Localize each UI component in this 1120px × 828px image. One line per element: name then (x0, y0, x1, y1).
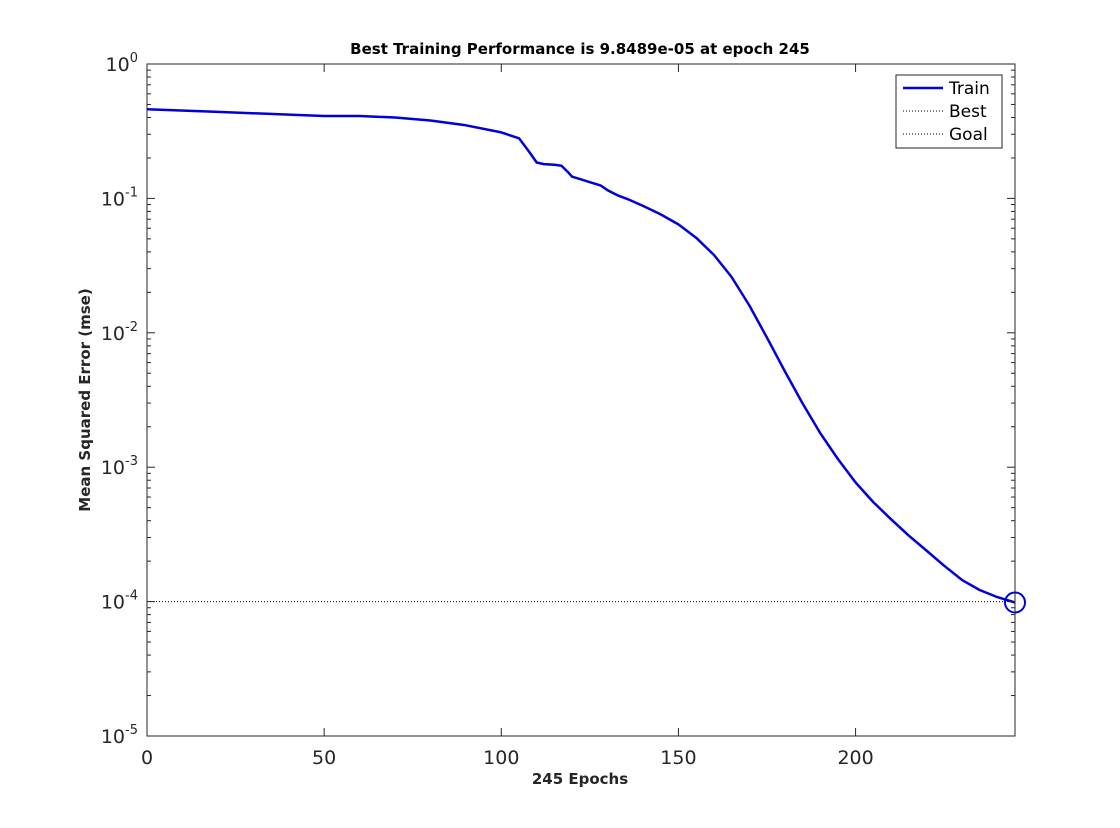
y-tick-exponent: -4 (125, 589, 138, 604)
y-tick-base: 10 (101, 457, 125, 479)
y-tick-label: 10-3 (101, 454, 138, 479)
x-axis-ticks: 0 50 100 150 200 (141, 64, 874, 769)
y-tick-label: 10-4 (101, 589, 138, 614)
plot-axes-box (146, 63, 1016, 737)
x-tick-label: 0 (141, 747, 153, 769)
legend-label-train: Train (948, 79, 990, 99)
x-tick-label: 200 (837, 747, 873, 769)
chart-title: Best Training Performance is 9.8489e-05 … (350, 40, 810, 58)
y-tick-label: 10-5 (101, 723, 138, 748)
y-tick-base: 10 (101, 592, 125, 614)
legend-label-best: Best (949, 102, 987, 122)
x-tick-label: 150 (660, 747, 696, 769)
y-tick-exponent: -5 (125, 723, 138, 738)
series-line-train (146, 108, 1016, 604)
y-tick-base: 10 (106, 54, 130, 76)
x-axis-label: 245 Epochs (532, 770, 628, 788)
y-axis-label: Mean Squared Error (mse) (76, 288, 94, 511)
y-tick-label: 100 (106, 51, 138, 76)
x-tick-label: 100 (483, 747, 519, 769)
legend-label-goal: Goal (949, 125, 988, 145)
y-tick-base: 10 (101, 726, 125, 748)
y-tick-exponent: -3 (125, 454, 138, 469)
x-tick-label: 50 (312, 747, 336, 769)
y-tick-exponent: -1 (125, 185, 138, 200)
y-tick-label: 10-1 (101, 185, 138, 210)
y-tick-exponent: 0 (130, 51, 138, 66)
y-tick-exponent: -2 (125, 320, 138, 335)
y-tick-base: 10 (101, 323, 125, 345)
legend: Train Best Goal (895, 74, 1003, 149)
y-tick-base: 10 (101, 188, 125, 210)
y-tick-label: 10-2 (101, 320, 138, 345)
data-layer (146, 64, 1026, 736)
